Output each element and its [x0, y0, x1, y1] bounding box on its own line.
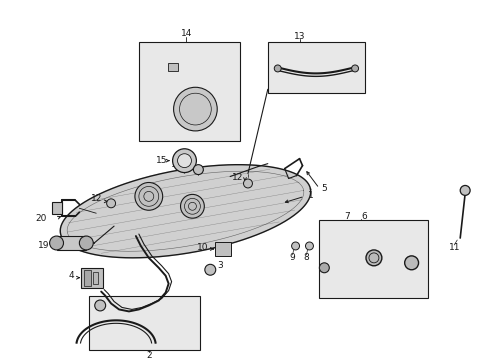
Circle shape: [172, 149, 196, 172]
Circle shape: [305, 242, 313, 250]
Circle shape: [404, 256, 418, 270]
Text: 11: 11: [447, 243, 459, 252]
Text: 4: 4: [68, 271, 74, 280]
Text: 9: 9: [289, 253, 295, 262]
Bar: [267, 42, 364, 93]
Circle shape: [173, 87, 217, 131]
Bar: [84, 270, 91, 285]
Circle shape: [193, 165, 203, 175]
Circle shape: [106, 199, 115, 208]
Circle shape: [459, 185, 469, 195]
Circle shape: [49, 236, 63, 250]
Text: 13: 13: [293, 32, 305, 41]
Bar: [319, 220, 427, 297]
Text: 10: 10: [197, 243, 208, 252]
Circle shape: [243, 179, 252, 188]
Circle shape: [95, 300, 105, 311]
Text: 3: 3: [107, 299, 113, 308]
Text: 17: 17: [148, 113, 160, 122]
Polygon shape: [60, 165, 310, 258]
Text: 6: 6: [360, 212, 366, 221]
Text: 3: 3: [217, 261, 223, 270]
Bar: [89, 296, 200, 350]
Circle shape: [274, 65, 281, 72]
Text: 12: 12: [91, 194, 102, 203]
Text: 5: 5: [321, 184, 326, 193]
Text: 18: 18: [170, 160, 182, 169]
Text: 7: 7: [344, 212, 349, 221]
Text: 20: 20: [36, 214, 47, 223]
Circle shape: [319, 263, 328, 273]
Text: 16: 16: [215, 63, 226, 72]
Circle shape: [177, 154, 191, 168]
Bar: [167, 63, 177, 71]
Text: 2: 2: [146, 351, 151, 360]
Text: 12: 12: [232, 173, 243, 182]
Bar: [215, 242, 231, 256]
Bar: [57, 236, 86, 250]
Circle shape: [204, 264, 215, 275]
Bar: [93, 272, 98, 284]
Circle shape: [365, 250, 381, 266]
Text: 14: 14: [181, 29, 192, 38]
Text: 1: 1: [307, 191, 313, 200]
Circle shape: [180, 194, 204, 218]
Text: 8: 8: [303, 253, 309, 262]
Bar: [81, 268, 103, 288]
Circle shape: [291, 242, 299, 250]
Circle shape: [351, 65, 358, 72]
Text: 19: 19: [38, 242, 49, 251]
Circle shape: [79, 236, 93, 250]
Circle shape: [135, 183, 163, 210]
Text: 15: 15: [155, 156, 167, 165]
Bar: [139, 42, 240, 141]
Bar: [52, 202, 61, 214]
